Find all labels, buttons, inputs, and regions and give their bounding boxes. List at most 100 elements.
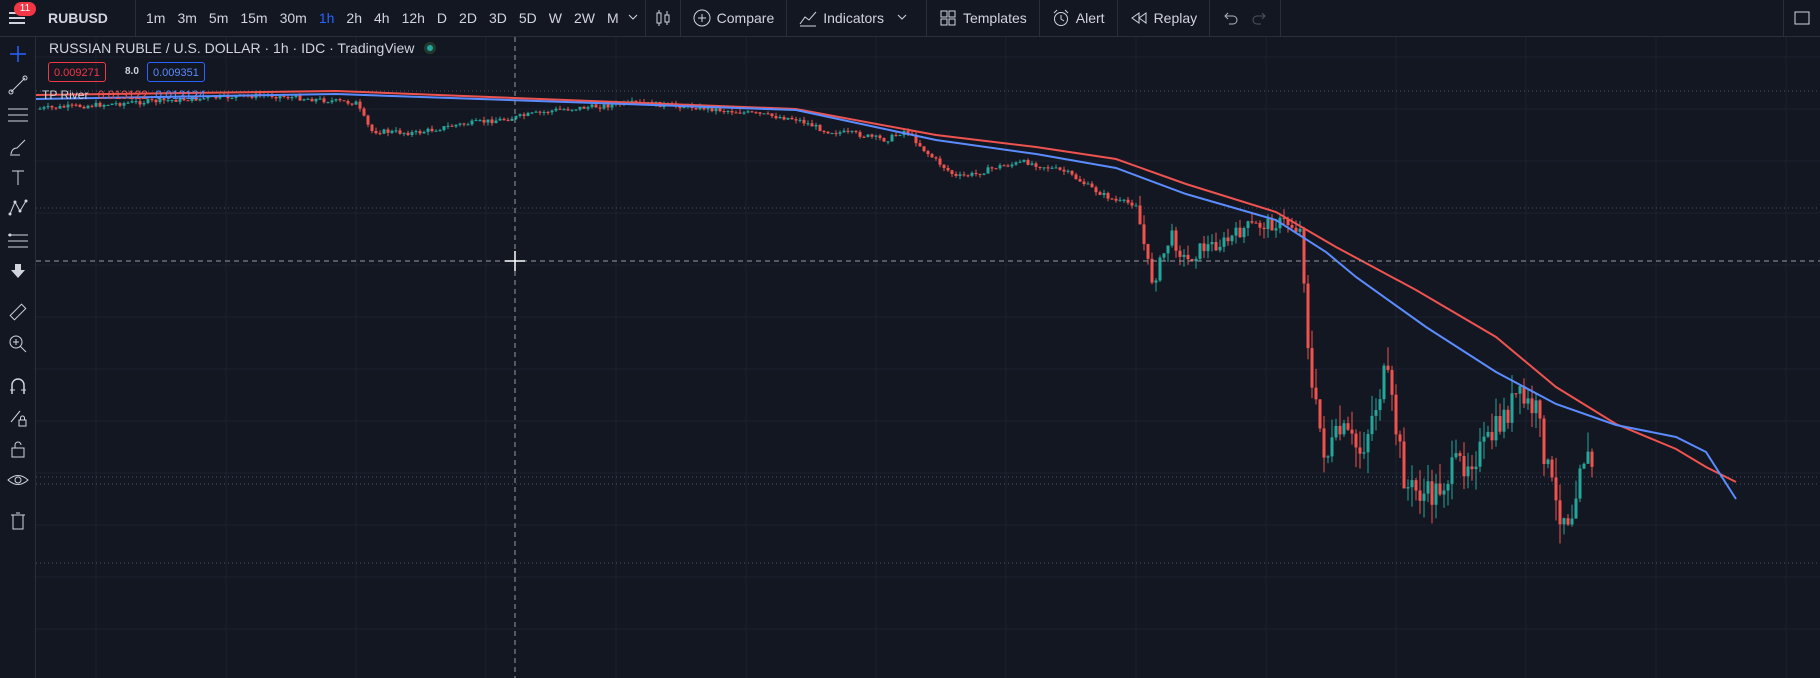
interval-d[interactable]: D xyxy=(436,10,448,26)
brush-tool[interactable] xyxy=(0,132,36,162)
candle-body xyxy=(1358,447,1362,454)
price-chart[interactable] xyxy=(36,37,1820,678)
interval-30m[interactable]: 30m xyxy=(279,10,307,26)
candle-body xyxy=(1014,162,1018,165)
candle-body xyxy=(1354,433,1358,448)
unlock-tool[interactable] xyxy=(0,434,36,464)
text-tool[interactable] xyxy=(0,163,36,193)
candle-body xyxy=(1242,228,1246,238)
indicator-legend[interactable]: TP River 0.013122 0.012124 xyxy=(42,88,205,102)
interval-4h[interactable]: 4h xyxy=(373,10,390,26)
candle-body xyxy=(566,109,570,111)
candle-body xyxy=(358,101,362,109)
candle-body xyxy=(986,167,990,174)
alert-button[interactable]: Alert xyxy=(1040,0,1118,37)
interval-5d[interactable]: 5D xyxy=(518,10,537,26)
candle-body xyxy=(850,131,854,133)
candle-body xyxy=(1238,227,1242,238)
candle-body xyxy=(774,116,778,119)
compare-button[interactable]: Compare xyxy=(681,0,788,37)
candle-body xyxy=(758,112,762,114)
candle-body xyxy=(762,113,766,115)
chart-type-button[interactable] xyxy=(646,0,681,37)
candle-body xyxy=(322,98,326,103)
candle-body xyxy=(1350,429,1354,434)
candle-body xyxy=(1318,399,1322,429)
candle-body xyxy=(334,99,338,101)
compare-label: Compare xyxy=(716,10,775,26)
interval-w[interactable]: W xyxy=(548,10,562,26)
projection-tool[interactable] xyxy=(0,225,36,255)
lock-drawing-tool[interactable] xyxy=(0,403,36,433)
sell-button[interactable]: 0.009271 xyxy=(48,62,106,82)
interval-2w[interactable]: 2W xyxy=(573,10,595,26)
candle-body xyxy=(1442,490,1446,495)
candle-body xyxy=(1034,163,1038,167)
interval-2h[interactable]: 2h xyxy=(346,10,362,26)
candle-body xyxy=(570,109,574,111)
delete-tool[interactable] xyxy=(0,506,36,536)
pattern-tool[interactable] xyxy=(0,193,36,223)
candle-body xyxy=(1126,199,1130,203)
interval-12h[interactable]: 12h xyxy=(401,10,425,26)
candle-body xyxy=(838,132,842,134)
templates-button[interactable]: Templates xyxy=(927,0,1040,37)
symbol-search-button[interactable]: RUBUSD xyxy=(36,0,136,37)
replay-button[interactable]: Replay xyxy=(1118,0,1211,37)
candle-body xyxy=(610,104,614,108)
candle-body xyxy=(1398,434,1402,442)
visibility-tool[interactable] xyxy=(0,465,36,495)
candle-body xyxy=(882,138,886,142)
indicators-icon xyxy=(799,11,817,27)
candle-body xyxy=(1434,483,1438,505)
fullscreen-button[interactable] xyxy=(1783,0,1820,37)
interval-chevron-down-icon[interactable] xyxy=(625,13,641,23)
candle-body xyxy=(438,130,442,132)
candle-body xyxy=(406,132,410,135)
candle-body xyxy=(1414,480,1418,491)
candle-body xyxy=(1134,205,1138,207)
interval-3d[interactable]: 3D xyxy=(488,10,507,26)
candle-body xyxy=(414,131,418,133)
candle-body xyxy=(190,96,194,101)
buy-button[interactable]: 0.009351 xyxy=(147,62,205,82)
river-upper-line xyxy=(36,89,1737,483)
chevron-down-icon[interactable] xyxy=(890,13,914,23)
interval-1m[interactable]: 1m xyxy=(146,10,166,26)
fib-tool[interactable] xyxy=(0,100,36,130)
candle-body xyxy=(54,107,58,109)
candle-body xyxy=(1394,394,1398,435)
chart-pane[interactable]: RUSSIAN RUBLE / U.S. DOLLAR · 1h · IDC ·… xyxy=(36,37,1820,678)
candle-body xyxy=(894,134,898,136)
candle-body xyxy=(366,115,370,125)
candle-body xyxy=(206,96,210,99)
candle-body xyxy=(1522,386,1526,404)
candle-body xyxy=(202,98,206,100)
candle-body xyxy=(1426,481,1430,494)
candle-body xyxy=(1574,498,1578,519)
candle-body xyxy=(1550,459,1554,478)
interval-3m[interactable]: 3m xyxy=(177,10,197,26)
undo-icon[interactable] xyxy=(1222,11,1238,25)
interval-m[interactable]: M xyxy=(606,10,619,26)
indicators-button[interactable]: Indicators xyxy=(787,0,927,37)
trend-line-tool[interactable] xyxy=(0,70,36,100)
redo-icon[interactable] xyxy=(1252,11,1268,25)
ruler-tool[interactable] xyxy=(0,297,36,327)
candle-body xyxy=(946,167,950,171)
candle-body xyxy=(710,107,714,112)
magnet-tool[interactable] xyxy=(0,371,36,401)
crosshair-tool[interactable] xyxy=(0,39,36,69)
arrow-down-tool[interactable] xyxy=(0,256,36,286)
menu-button[interactable]: 11 xyxy=(0,0,36,37)
interval-5m[interactable]: 5m xyxy=(208,10,229,26)
interval-15m[interactable]: 15m xyxy=(240,10,268,26)
candle-body xyxy=(150,99,154,101)
zoom-tool[interactable] xyxy=(0,329,36,359)
interval-1h[interactable]: 1h xyxy=(318,10,335,26)
candle-body xyxy=(1510,393,1514,423)
candle-body xyxy=(306,98,310,100)
candle-body xyxy=(490,119,494,124)
interval-2d[interactable]: 2D xyxy=(459,10,477,26)
candle-body xyxy=(1586,451,1590,464)
